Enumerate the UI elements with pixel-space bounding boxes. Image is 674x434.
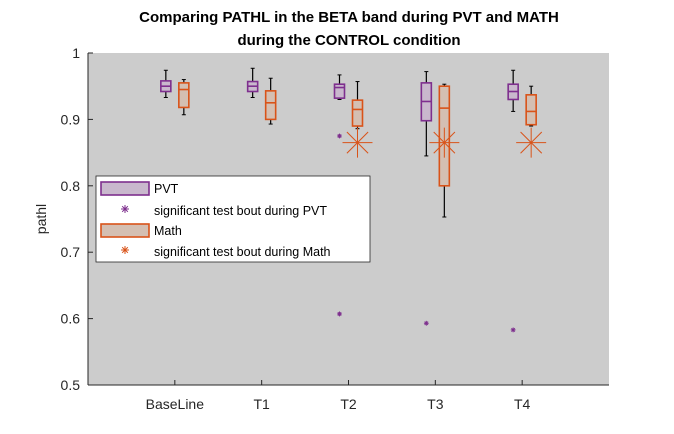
- math-box-BaseLine: [178, 79, 190, 116]
- legend-pvt-star-mark-stroke: [121, 205, 129, 213]
- legend-math-swatch: [100, 223, 150, 238]
- y-tick-label: 0.9: [61, 111, 81, 127]
- legend: PVT significant test bout during PVT Mat…: [95, 175, 371, 263]
- legend-math-significant-label: significant test bout during Math: [154, 245, 331, 259]
- pvt-box-BaseLine: [160, 69, 172, 98]
- pvt-box-T3: [420, 71, 433, 157]
- legend-pvt-label: PVT: [154, 182, 179, 196]
- y-tick-label: 1: [72, 45, 80, 61]
- math-significant-star: [429, 127, 460, 158]
- math-iqr-box: [351, 99, 364, 127]
- y-tick-label: 0.5: [61, 377, 81, 393]
- legend-math-star-mark-stroke: [121, 246, 129, 254]
- chart-title-line-2: during the CONTROL condition: [237, 32, 460, 49]
- pvt-iqr-box: [333, 83, 346, 99]
- math-significant-star-stroke: [433, 131, 456, 154]
- chart-title-line-1: Comparing PATHL in the BETA band during …: [139, 9, 559, 26]
- legend-math-star-mark: [121, 246, 129, 254]
- pvt-box-T1: [246, 67, 259, 98]
- math-significant-star: [516, 127, 547, 158]
- math-significant-star: [342, 127, 373, 158]
- x-tick-label: T1: [253, 396, 270, 412]
- pvt-box-T2: [333, 74, 346, 100]
- x-tick-label: T2: [340, 396, 357, 412]
- y-tick-label: 0.6: [61, 311, 81, 327]
- legend-pvt-star-mark: [121, 205, 129, 213]
- math-iqr-box: [525, 94, 537, 126]
- pvt-outlier-star: [423, 320, 429, 326]
- x-tick-label: T4: [514, 396, 531, 412]
- y-tick-label: 0.8: [61, 178, 81, 194]
- markers-layer: [337, 127, 547, 333]
- pvt-outlier-star-stroke: [424, 321, 429, 326]
- pvt-outlier-star: [337, 133, 342, 139]
- y-tick-label: 0.7: [61, 244, 81, 260]
- legend-pvt-swatch: [100, 181, 150, 196]
- pvt-outlier-star: [510, 327, 516, 333]
- math-box-T2: [351, 81, 364, 130]
- pvt-outlier-star: [337, 311, 342, 317]
- math-significant-star-stroke: [346, 131, 369, 154]
- math-box-T4: [525, 85, 537, 127]
- legend-math-star: [121, 246, 129, 254]
- y-axis-label: pathl: [33, 204, 49, 234]
- legend-math-label: Math: [154, 224, 182, 238]
- pvt-outlier-star-stroke: [337, 133, 342, 139]
- legend-pvt-star: [121, 205, 129, 213]
- math-iqr-box: [178, 82, 190, 109]
- pvt-outlier-star-stroke: [337, 311, 342, 317]
- axes-layer: 0.5 0.6 0.7 0.8 0.9 1 BaseLine T1 T2 T3 T4: [61, 45, 609, 412]
- math-iqr-box: [264, 90, 277, 121]
- math-box-T1: [264, 77, 277, 125]
- x-tick-label: T3: [427, 396, 444, 412]
- x-tick-label: BaseLine: [146, 396, 205, 412]
- pvt-box-T4: [507, 69, 519, 112]
- math-significant-star-stroke: [520, 131, 543, 154]
- pvt-outlier-star-stroke: [511, 327, 516, 332]
- legend-pvt-significant-label: significant test bout during PVT: [154, 204, 327, 218]
